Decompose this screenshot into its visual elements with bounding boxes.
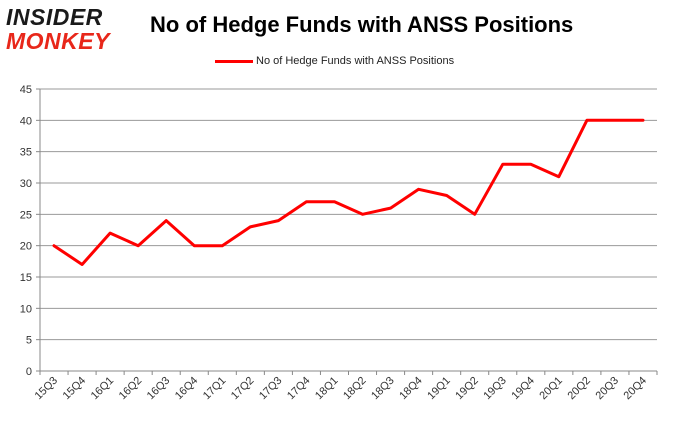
y-tick-label: 30 xyxy=(20,178,32,190)
axes xyxy=(36,88,658,375)
y-tick-labels: 0 5 10 15 20 25 30 35 40 45 xyxy=(20,84,32,378)
data-point xyxy=(221,244,224,247)
x-tick-label: 17Q2 xyxy=(229,375,257,403)
y-tick-label: 5 xyxy=(26,335,32,347)
data-point xyxy=(108,231,112,235)
y-tick-label: 25 xyxy=(20,209,32,221)
y-tick-label: 35 xyxy=(20,147,32,159)
data-point xyxy=(193,244,196,247)
logo-line-1: INSIDER xyxy=(6,4,103,30)
chart-legend: No of Hedge Funds with ANSS Positions xyxy=(215,52,454,70)
legend-swatch xyxy=(215,59,253,63)
data-point xyxy=(277,219,280,222)
x-tick-label: 16Q1 xyxy=(89,375,117,403)
data-point xyxy=(417,188,420,191)
x-tick-label: 19Q1 xyxy=(425,375,453,403)
x-tick-label: 16Q4 xyxy=(173,375,201,403)
data-point xyxy=(305,200,308,203)
x-tick-labels: 15Q3 15Q4 16Q1 16Q2 16Q3 16Q4 17Q1 17Q2 17Q3 17Q4… xyxy=(33,375,649,403)
chart-title: No of Hedge Funds with ANSS Positions xyxy=(150,12,574,37)
x-tick-label: 17Q4 xyxy=(285,375,313,403)
x-tick-label: 20Q2 xyxy=(565,375,593,403)
x-tick-label: 18Q1 xyxy=(313,375,341,403)
x-tick-label: 18Q4 xyxy=(397,375,425,403)
data-point xyxy=(641,119,645,122)
x-tick-label: 20Q1 xyxy=(537,375,565,403)
x-tick-label: 16Q3 xyxy=(145,375,173,403)
data-point xyxy=(361,213,364,216)
insider-monkey-logo: INSIDER MONKEY xyxy=(6,4,130,54)
data-point xyxy=(501,163,504,166)
logo-line-2: MONKEY xyxy=(6,28,110,54)
x-tick-label: 17Q1 xyxy=(201,375,229,403)
series-line xyxy=(52,118,645,266)
x-tick-label: 19Q3 xyxy=(481,375,509,403)
y-tick-label: 45 xyxy=(20,84,32,96)
y-tick-label: 0 xyxy=(26,366,32,378)
data-point xyxy=(136,244,140,247)
data-point xyxy=(333,200,336,203)
data-point xyxy=(80,263,84,266)
y-tick-label: 15 xyxy=(20,272,32,284)
data-point xyxy=(585,119,589,122)
x-tick-label: 20Q3 xyxy=(594,375,622,403)
x-tick-label: 15Q3 xyxy=(33,375,61,403)
data-point xyxy=(165,219,168,222)
x-tick-label: 17Q3 xyxy=(257,375,285,403)
data-point xyxy=(613,119,617,122)
data-point xyxy=(557,175,561,178)
data-point xyxy=(389,206,392,210)
data-point xyxy=(249,225,252,229)
y-tick-label: 10 xyxy=(20,303,32,315)
x-tick-label: 19Q4 xyxy=(509,375,537,403)
series-layer xyxy=(52,118,645,266)
x-tick-label: 18Q2 xyxy=(341,375,369,403)
x-tick-label: 18Q3 xyxy=(369,375,397,403)
x-tick-label: 16Q2 xyxy=(117,375,145,403)
legend-label: No of Hedge Funds with ANSS Positions xyxy=(256,55,455,67)
data-point xyxy=(52,244,56,247)
gridlines xyxy=(40,88,657,341)
y-tick-label: 40 xyxy=(20,115,32,127)
x-tick-label: 15Q4 xyxy=(61,375,89,403)
data-point xyxy=(473,213,476,216)
data-point xyxy=(529,163,532,166)
data-point xyxy=(445,194,448,197)
y-tick-label: 20 xyxy=(20,241,32,253)
x-tick-label: 20Q4 xyxy=(622,375,650,403)
x-tick-label: 19Q2 xyxy=(453,375,481,403)
